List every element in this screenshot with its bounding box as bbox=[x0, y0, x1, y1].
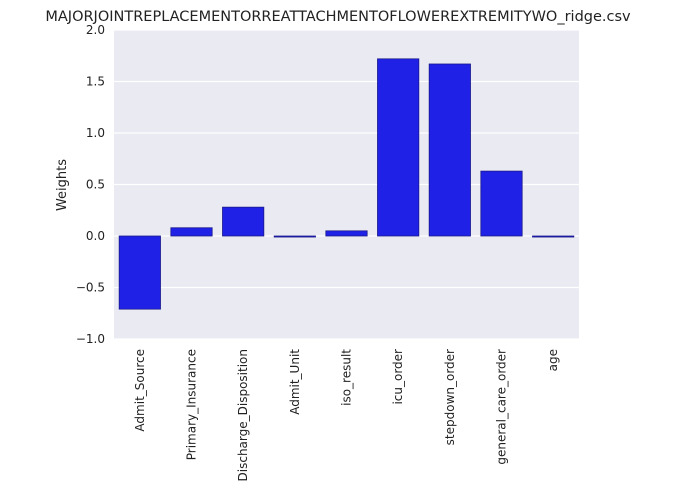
y-axis-ticks: −1.0 −0.5 0.0 0.5 1.0 1.5 2.0 bbox=[76, 23, 105, 346]
bar-iso_result bbox=[325, 230, 368, 237]
bar-Admit_Unit bbox=[273, 235, 316, 238]
x-tick-label: Admit_Source bbox=[133, 349, 147, 432]
x-tick-label: stepdown_order bbox=[443, 349, 457, 445]
bar-icu_order bbox=[377, 58, 420, 237]
y-axis-label: Weights bbox=[55, 159, 70, 211]
x-tick-label: general_care_order bbox=[495, 349, 509, 465]
y-tick-label: 2.0 bbox=[86, 23, 105, 37]
bar-age bbox=[532, 235, 575, 238]
y-tick-label: −0.5 bbox=[76, 281, 105, 295]
x-tick-label: Admit_Unit bbox=[288, 349, 302, 415]
x-tick-label: icu_order bbox=[391, 349, 405, 405]
y-tick-label: 1.5 bbox=[86, 75, 105, 89]
bar-Admit_Source bbox=[118, 235, 161, 310]
bar-Primary_Insurance bbox=[170, 227, 213, 237]
y-tick-label: −1.0 bbox=[76, 332, 105, 346]
x-tick-label: Primary_Insurance bbox=[185, 349, 199, 460]
x-axis-ticks: Admit_Source Primary_Insurance Discharge_D… bbox=[133, 349, 560, 482]
x-tick-label: iso_result bbox=[340, 349, 354, 406]
bar-stepdown_order bbox=[428, 63, 471, 237]
bar-general_care_order bbox=[480, 170, 523, 237]
y-tick-label: 0.0 bbox=[86, 229, 105, 243]
bars bbox=[118, 58, 575, 310]
x-tick-label: age bbox=[546, 349, 560, 371]
chart-title: MAJORJOINTREPLACEMENTORREATTACHMENTOFLOW… bbox=[45, 9, 631, 25]
y-tick-label: 0.5 bbox=[86, 178, 105, 192]
y-tick-label: 1.0 bbox=[86, 126, 105, 140]
bar-Discharge_Disposition bbox=[222, 206, 265, 237]
x-tick-label: Discharge_Disposition bbox=[236, 349, 250, 481]
